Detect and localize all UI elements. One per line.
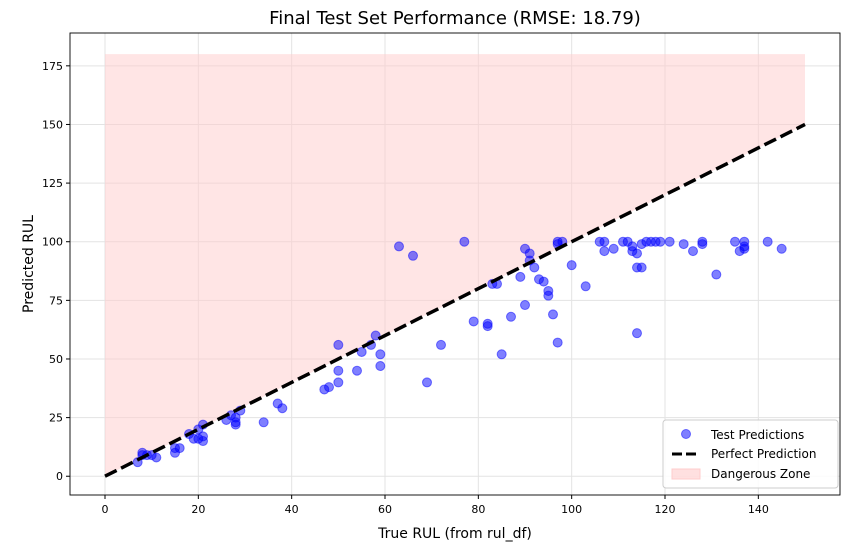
data-point [566,260,577,271]
data-point [529,262,540,273]
data-point [468,316,479,327]
chart-title: Final Test Set Performance (RMSE: 18.79) [269,8,641,29]
data-point [608,243,619,254]
y-tick-label: 125 [42,177,63,190]
data-point [375,349,386,360]
data-point [333,365,344,376]
x-ticks: 0 20 40 60 80 100 120 140 [102,495,769,516]
data-point [632,328,642,339]
data-point [436,339,446,350]
data-point [599,246,610,257]
y-tick-label: 0 [56,470,63,483]
data-point [506,311,516,322]
legend-marker-dangerous-zone [671,468,701,480]
dangerous-zone-polygon [105,54,805,477]
x-tick-label: 20 [191,503,205,516]
data-point [730,236,740,247]
data-point [375,361,386,372]
data-point [697,236,708,247]
x-axis-label: True RUL (from rul_df) [377,526,532,542]
data-point [408,250,418,261]
dangerous-zone-area [105,54,805,477]
y-axis-label: Predicted RUL [21,215,37,313]
data-point [333,377,344,388]
plot-frame [69,32,841,496]
data-point [599,236,610,247]
legend: Test Predictions Perfect Prediction Dang… [662,419,839,489]
x-tick-label: 140 [748,503,769,516]
data-point [688,246,698,257]
y-ticks: 0 25 50 75 100 125 150 175 [42,60,70,483]
data-point [636,262,647,273]
y-tick-label: 25 [49,412,63,425]
y-tick-label: 50 [49,353,63,366]
y-tick-label: 75 [49,294,63,307]
data-point [333,339,344,350]
data-point [151,452,162,463]
data-point [198,436,208,447]
perfect-prediction-line [104,122,806,478]
y-tick-label: 175 [42,60,63,73]
data-point [762,236,773,247]
data-point [664,236,675,247]
data-point [520,300,530,311]
data-point [174,443,185,454]
legend-marker-test-predictions [681,429,691,439]
data-point [678,239,689,250]
data-point [459,236,470,247]
data-point [538,276,549,287]
x-tick-label: 120 [655,503,676,516]
y-tick-label: 150 [42,118,63,131]
data-point [496,349,507,360]
x-tick-label: 0 [102,503,109,516]
data-point [543,290,554,301]
data-point [632,248,642,259]
data-point [394,241,404,252]
data-point [739,241,750,252]
x-tick-label: 100 [561,503,582,516]
perfect-prediction-segment [104,122,806,478]
data-point [324,382,334,393]
data-point [422,377,432,388]
legend-label-dangerous-zone: Dangerous Zone [711,467,810,481]
data-point [482,318,493,329]
x-tick-label: 40 [285,503,299,516]
data-point [580,281,591,292]
y-tick-label: 100 [42,236,63,249]
data-point [548,309,558,320]
x-tick-label: 80 [471,503,485,516]
data-point [711,269,722,280]
data-point [655,236,666,247]
data-point [515,271,526,282]
data-point [258,417,269,428]
x-tick-label: 60 [378,503,392,516]
legend-label-perfect-prediction: Perfect Prediction [711,447,816,461]
legend-label-test-predictions: Test Predictions [710,428,804,442]
data-point [776,243,787,254]
data-point [552,337,563,348]
data-point [277,403,288,414]
data-point [352,365,362,376]
data-point [356,346,367,357]
data-point [230,412,241,423]
